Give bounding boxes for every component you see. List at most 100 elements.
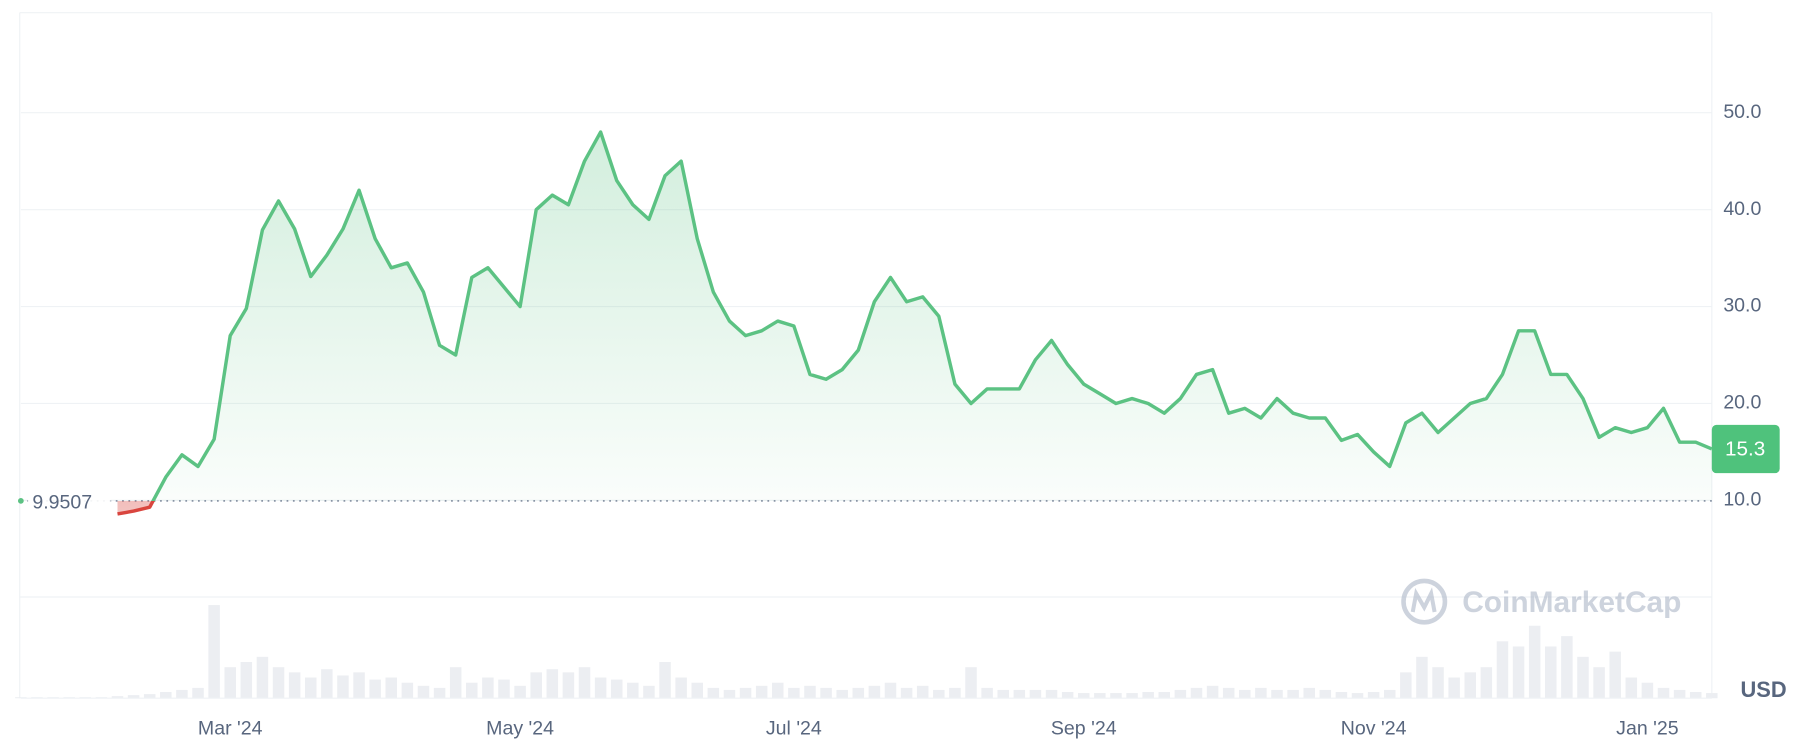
- volume-bar: [627, 682, 639, 699]
- volume-bar: [143, 694, 156, 699]
- volume-bar: [1271, 689, 1283, 699]
- volume-bar: [836, 689, 848, 699]
- volume-bar: [1625, 677, 1638, 699]
- volume-bar: [385, 677, 398, 699]
- volume-bar: [916, 685, 929, 699]
- volume-bar: [868, 685, 881, 699]
- volume-bar: [353, 672, 365, 699]
- volume-bar: [594, 677, 607, 699]
- y-tick-label: 30.0: [1723, 295, 1761, 317]
- volume-bar: [192, 687, 204, 699]
- current-price-badge: [1711, 424, 1780, 474]
- volume-bar: [1190, 687, 1203, 699]
- volume-bar: [1593, 667, 1605, 699]
- volume-bar: [1609, 651, 1621, 699]
- volume-bar: [1400, 672, 1412, 699]
- volume-bar: [1351, 693, 1364, 699]
- volume-bar: [852, 687, 865, 699]
- volume-bar: [933, 689, 945, 699]
- volume-bar: [1528, 625, 1541, 699]
- volume-bar: [659, 662, 671, 699]
- volume-bar: [1480, 667, 1493, 699]
- x-tick-label: Jan '25: [1616, 717, 1679, 739]
- volume-bar: [755, 685, 768, 699]
- watermark-group: CoinMarketCap: [1401, 578, 1681, 625]
- y-tick-label: 20.0: [1723, 392, 1761, 414]
- volume-bar: [1158, 692, 1171, 699]
- volume-bar: [1432, 667, 1444, 699]
- volume-bar: [1383, 689, 1396, 699]
- price-area: [117, 132, 1712, 514]
- volume-bar: [1045, 689, 1058, 699]
- volume-bar: [900, 687, 913, 699]
- volume-bar: [482, 677, 494, 699]
- watermark-logo: [1401, 578, 1448, 625]
- volume-bar: [1577, 656, 1589, 699]
- volume-bar: [1255, 687, 1267, 699]
- volume-bar: [1335, 692, 1348, 699]
- volume-bar: [1174, 689, 1187, 699]
- volume-bar: [256, 656, 269, 699]
- volume-bar: [1303, 687, 1315, 699]
- volume-bar: [1641, 682, 1654, 699]
- volume-bar: [417, 685, 430, 699]
- volume-bar: [1319, 689, 1332, 699]
- volume-bar: [401, 682, 414, 699]
- watermark-logo-mark: [1410, 587, 1437, 613]
- y-tick-label: 50.0: [1723, 101, 1761, 123]
- volume-bar: [610, 679, 623, 699]
- x-tick-label: Sep '24: [1051, 717, 1117, 739]
- y-tick-label: 40.0: [1723, 198, 1761, 220]
- volume-bar: [111, 696, 124, 699]
- volume-bar: [804, 685, 816, 699]
- volume-bar: [449, 667, 462, 699]
- volume-bar: [1416, 656, 1428, 699]
- volume-bar: [788, 687, 800, 699]
- volume-bar: [1496, 641, 1509, 699]
- volume-bar: [1448, 677, 1460, 699]
- volume-bar: [723, 689, 736, 699]
- volume-bar: [1239, 689, 1251, 699]
- volume-bar: [514, 685, 526, 699]
- volume-bar: [1657, 687, 1670, 699]
- volume-bar: [1013, 689, 1026, 699]
- volume-bar: [1545, 646, 1557, 699]
- volume-bar: [1206, 685, 1219, 699]
- volume-bar: [433, 687, 446, 699]
- volume-bar: [1061, 692, 1074, 699]
- volume-bar: [208, 605, 220, 699]
- x-tick-label: May '24: [486, 717, 554, 739]
- volume-bar: [578, 667, 591, 699]
- volume-bar: [498, 679, 510, 699]
- volume-bar: [1077, 693, 1090, 699]
- currency-label: USD: [1741, 677, 1787, 702]
- volume-bar: [1689, 692, 1702, 699]
- volume-bar: [1222, 687, 1235, 699]
- volume-bar: [160, 692, 172, 699]
- volume-bar: [1126, 693, 1138, 699]
- volume-bar: [981, 687, 993, 699]
- volume-bar: [369, 679, 381, 699]
- volume-bar: [965, 667, 977, 699]
- volume-bar: [321, 669, 333, 699]
- volume-bar: [1029, 689, 1042, 699]
- x-tick-label: Jul '24: [766, 717, 822, 739]
- volume-bar: [1110, 693, 1122, 699]
- volume-bar: [997, 689, 1009, 699]
- volume-bar: [1142, 692, 1154, 699]
- volume-bar: [884, 682, 897, 699]
- baseline-label-bg: [27, 488, 111, 514]
- volume-bar: [337, 675, 349, 699]
- current-price-label: 15.3: [1725, 438, 1765, 461]
- volume-bar: [707, 687, 720, 699]
- watermark: CoinMarketCap: [1462, 586, 1681, 619]
- price-dot: [17, 497, 24, 504]
- volume-bar: [1512, 646, 1525, 699]
- x-tick-label: Nov '24: [1341, 717, 1407, 739]
- volume-bar: [1094, 693, 1106, 699]
- volume-bar: [1706, 693, 1718, 699]
- volume-bar: [1673, 689, 1686, 699]
- volume-bar: [562, 672, 575, 699]
